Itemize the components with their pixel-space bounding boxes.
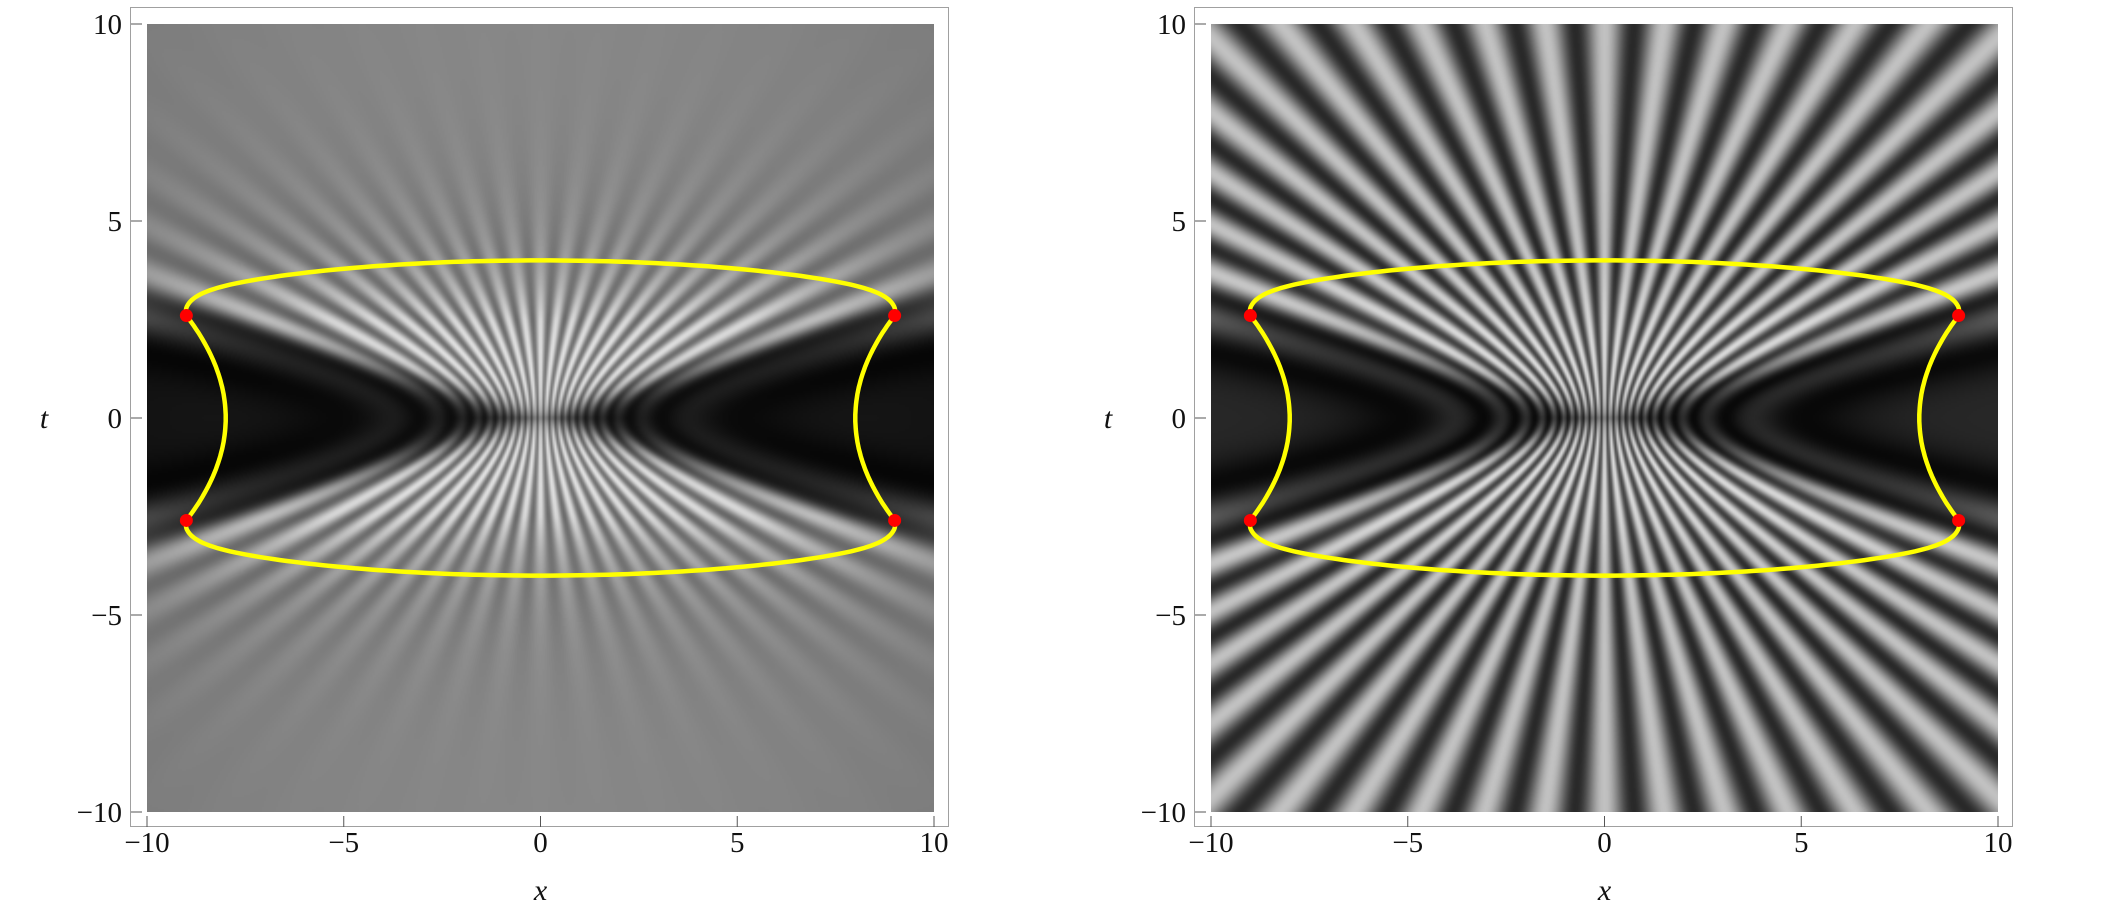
curve-left bbox=[1248, 314, 1292, 522]
y-tick-label: −5 bbox=[91, 600, 122, 632]
y-tick-label: −5 bbox=[1155, 600, 1186, 632]
y-tick-label: −10 bbox=[77, 797, 122, 829]
y-tick-label: 0 bbox=[1172, 403, 1187, 435]
x-tick-label: −5 bbox=[328, 827, 359, 859]
density-map bbox=[147, 24, 934, 812]
marker-point bbox=[888, 513, 902, 527]
marker-point bbox=[888, 309, 902, 323]
y-tick-label: −10 bbox=[1141, 797, 1186, 829]
x-tick-label: −5 bbox=[1392, 827, 1423, 859]
curve-left bbox=[184, 314, 228, 522]
plot-overlay: −10 −5 0 5 10 −10 −5 0 5 10 x t bbox=[40, 9, 949, 907]
curve-right bbox=[853, 314, 897, 522]
y-tick-label: 10 bbox=[93, 9, 122, 41]
plot-frame bbox=[1194, 7, 2013, 827]
x-tick-label: 5 bbox=[730, 827, 745, 859]
plot-overlay: −10 −5 0 5 10 −10 −5 0 5 10 x t bbox=[1104, 9, 2013, 907]
marker-point bbox=[1243, 513, 1257, 527]
marker-point bbox=[179, 309, 193, 323]
curve-top bbox=[1247, 258, 1962, 317]
x-tick-label: −10 bbox=[1188, 827, 1233, 859]
left-plot: −10 −5 0 5 10 −10 −5 0 5 10 x t bbox=[40, 7, 949, 907]
y-tick-label: 5 bbox=[108, 206, 123, 238]
curve-bottom bbox=[183, 519, 898, 578]
y-tick-label: 10 bbox=[1157, 9, 1186, 41]
x-tick-label: −10 bbox=[124, 827, 169, 859]
density-map bbox=[1211, 24, 1998, 812]
x-tick-label: 0 bbox=[533, 827, 548, 859]
x-tick-label: 10 bbox=[1984, 827, 2013, 859]
curve-bottom bbox=[1247, 519, 1962, 578]
y-tick-label: 0 bbox=[108, 403, 123, 435]
marker-point bbox=[1952, 513, 1966, 527]
x-axis-label: x bbox=[533, 874, 548, 907]
x-tick-label: 5 bbox=[1794, 827, 1809, 859]
plot-frame bbox=[130, 7, 949, 827]
curve-right bbox=[1917, 314, 1961, 522]
x-tick-label: 10 bbox=[920, 827, 949, 859]
marker-point bbox=[1952, 309, 1966, 323]
x-tick-label: 0 bbox=[1597, 827, 1612, 859]
x-axis-label: x bbox=[1597, 874, 1612, 907]
marker-point bbox=[179, 513, 193, 527]
y-axis-label: t bbox=[40, 402, 49, 435]
curve-top bbox=[183, 258, 898, 317]
y-tick-label: 5 bbox=[1172, 206, 1187, 238]
marker-point bbox=[1243, 309, 1257, 323]
right-plot: −10 −5 0 5 10 −10 −5 0 5 10 x t bbox=[1064, 0, 2128, 912]
y-axis-label: t bbox=[1104, 402, 1113, 435]
